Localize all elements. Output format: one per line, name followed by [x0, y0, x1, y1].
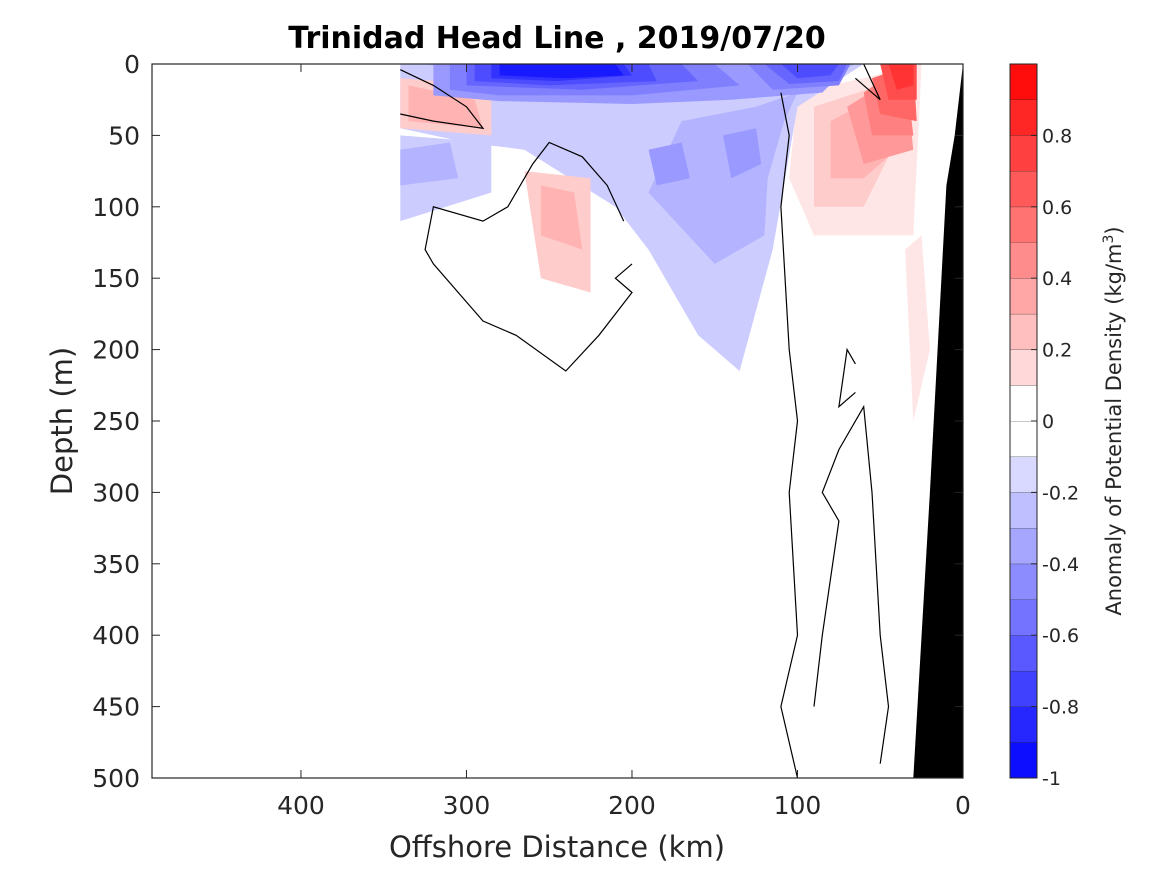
colorbar-tick-label: -0.2: [1042, 482, 1079, 504]
colorbar-tick-label: 0.8: [1042, 125, 1072, 147]
zero-contour-line: [855, 64, 881, 101]
colorbar-cell: [1010, 206, 1037, 243]
colorbar-cell: [1010, 242, 1037, 279]
anomaly-region: [888, 64, 914, 90]
y-tick-label: 400: [92, 621, 140, 650]
colorbar-tick-label: 0.6: [1042, 197, 1072, 219]
anomaly-region: [905, 235, 930, 421]
y-tick-label: 450: [92, 693, 140, 722]
anomaly-region: [416, 64, 856, 264]
anomaly-region: [400, 142, 459, 186]
colorbar-cell: [1010, 64, 1037, 100]
x-tick-label: 100: [774, 791, 822, 820]
colorbar-cell: [1010, 599, 1037, 636]
y-tick-label: 150: [92, 264, 140, 293]
colorbar-ticks: 0.8 0.6 0.4 0.2 0 -0.2 -0.4 -0.6 -0.8 -1: [1031, 125, 1079, 790]
plot-area: 400 300 200 100 0 0 50 100 150 200 250 300 350 400 45…: [92, 50, 971, 820]
zero-contour-line: [400, 69, 485, 130]
colorbar-cell: [1010, 313, 1037, 350]
colorbar-cell: [1010, 278, 1037, 314]
y-tick-label: 500: [92, 764, 140, 793]
y-tick-label: 350: [92, 550, 140, 579]
colorbar-cell: [1010, 528, 1037, 564]
zero-contour-line: [838, 347, 856, 409]
anomaly-region: [723, 128, 762, 179]
colorbar-cell: [1010, 670, 1037, 707]
chart-title: Trinidad Head Line , 2019/07/20: [288, 21, 825, 56]
colorbar-cell: [1010, 742, 1037, 778]
anomaly-region: [499, 64, 624, 79]
colorbar-tick-label: 0.2: [1042, 340, 1072, 362]
colorbar-cell: [1010, 635, 1037, 671]
x-axis-ticks: 400 300 200 100 0: [277, 64, 971, 820]
colorbar: 0.8 0.6 0.4 0.2 0 -0.2 -0.4 -0.6 -0.8 -1 Anomaly …: [1009, 63, 1126, 790]
zero-contour-line: [813, 404, 890, 764]
colorbar-cell: [1010, 456, 1037, 493]
anomaly-region: [408, 85, 483, 129]
colorbar-tick-label: 0.4: [1042, 268, 1072, 290]
x-tick-label: 400: [277, 791, 325, 820]
y-axis-label: Depth (m): [45, 347, 79, 495]
colorbar-label-superscript: 3: [1101, 235, 1117, 244]
colorbar-tick-label: 0: [1042, 411, 1054, 433]
anomaly-region: [780, 64, 839, 79]
colorbar-tick-label: -0.8: [1042, 697, 1079, 719]
y-tick-label: 200: [92, 336, 140, 365]
colorbar-cell: [1010, 421, 1037, 457]
zero-contour-line: [424, 141, 633, 372]
colorbar-cell: [1010, 563, 1037, 600]
x-axis-label: Offshore Distance (km): [389, 830, 725, 864]
y-tick-label: 100: [92, 193, 140, 222]
colorbar-cells: [1010, 63, 1037, 778]
bathymetry-layer: [913, 64, 963, 778]
y-tick-label: 0: [124, 50, 140, 79]
colorbar-label-end: ): [1102, 226, 1126, 234]
anomaly-region: [540, 185, 583, 250]
colorbar-cell: [1010, 349, 1037, 386]
anomaly-regions: [400, 64, 930, 421]
colorbar-cell: [1010, 171, 1037, 207]
colorbar-tick-label: -1: [1042, 768, 1061, 790]
colorbar-cell: [1010, 492, 1037, 529]
zero-contour-line: [780, 92, 799, 778]
anomaly-region: [648, 142, 690, 186]
y-tick-label: 300: [92, 478, 140, 507]
colorbar-label-main: Anomaly of Potential Density (kg/m: [1102, 244, 1126, 616]
bathymetry: [913, 64, 963, 778]
colorbar-cell: [1010, 135, 1037, 172]
colorbar-tick-label: -0.4: [1042, 554, 1079, 576]
zero-contours: [400, 64, 890, 778]
colorbar-cell: [1010, 99, 1037, 136]
y-tick-label: 250: [92, 407, 140, 436]
colorbar-label: Anomaly of Potential Density (kg/m3): [1101, 226, 1126, 615]
x-tick-label: 200: [608, 791, 656, 820]
y-axis-ticks: 0 50 100 150 200 250 300 350 400 450 500: [92, 50, 963, 793]
x-tick-label: 300: [443, 791, 491, 820]
x-tick-label: 0: [955, 791, 971, 820]
colorbar-tick-label: -0.6: [1042, 625, 1079, 647]
colorbar-cell: [1010, 385, 1037, 421]
y-tick-label: 50: [108, 121, 140, 150]
colorbar-cell: [1010, 706, 1037, 743]
